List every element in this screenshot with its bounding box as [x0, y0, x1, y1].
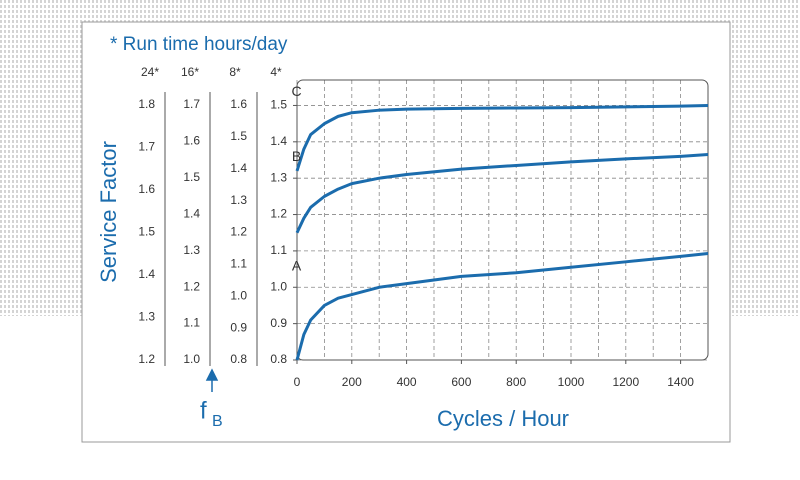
series-label: B: [292, 148, 301, 164]
y-tick-label: 1.7: [138, 140, 155, 154]
y-tick-label: 1.3: [183, 243, 200, 257]
y-tick-label: 0.9: [230, 320, 247, 334]
y-tick-label: 1.6: [138, 182, 155, 196]
y-axis-label: Service Factor: [96, 141, 121, 283]
x-tick-label: 200: [342, 375, 362, 389]
chart-title: * Run time hours/day: [110, 34, 288, 55]
panel: [81, 21, 731, 443]
series-line: [295, 103, 709, 172]
x-tick-label: 600: [451, 375, 471, 389]
y-tick-label: 1.5: [230, 129, 247, 143]
y-tick-label: 1.2: [183, 279, 200, 293]
axis-header: 4*: [270, 65, 282, 79]
x-tick-label: 1000: [558, 375, 585, 389]
y-tick-label: 1.2: [138, 352, 155, 366]
y-tick-label: 1.4: [230, 161, 247, 175]
y-tick-label: 1.4: [270, 134, 287, 148]
series-label: A: [292, 257, 302, 273]
y-tick-label: 0.8: [270, 352, 287, 366]
y-tick-label: 1.4: [138, 267, 155, 281]
x-tick-label: 400: [397, 375, 417, 389]
y-tick-label: 1.1: [183, 316, 200, 330]
y-tick-label: 1.2: [230, 225, 247, 239]
f-subscript: B: [212, 413, 223, 430]
axis-header: 8*: [229, 65, 241, 79]
y-tick-label: 1.5: [138, 225, 155, 239]
y-tick-label: 1.6: [183, 134, 200, 148]
y-tick-label: 1.5: [270, 98, 287, 112]
plot-frame: [296, 79, 709, 361]
y-tick-label: 1.4: [183, 206, 200, 220]
y-tick-label: 1.3: [230, 193, 247, 207]
y-tick-label: 1.0: [183, 352, 200, 366]
f-arrow: [205, 368, 219, 392]
y-tick-label: 1.0: [230, 288, 247, 302]
y-tick-label: 1.6: [230, 97, 247, 111]
y-tick-label: 1.8: [138, 97, 155, 111]
x-tick-label: 1400: [667, 375, 694, 389]
series-line: [295, 153, 709, 234]
y-tick-label: 1.1: [230, 257, 247, 271]
y-tick-label: 0.9: [270, 316, 287, 330]
y-tick-label: 0.8: [230, 352, 247, 366]
y-tick-label: 1.3: [138, 310, 155, 324]
y-tick-label: 1.1: [270, 243, 287, 257]
axis-header: 24*: [141, 65, 159, 79]
axis-header: 16*: [181, 65, 199, 79]
series-line: [295, 251, 709, 361]
y-tick-label: 1.5: [183, 170, 200, 184]
f-label: f: [200, 397, 207, 424]
series-label: C: [292, 83, 302, 99]
y-tick-label: 1.3: [270, 170, 287, 184]
y-tick-label: 1.0: [270, 279, 287, 293]
x-tick-label: 0: [294, 375, 301, 389]
y-tick-label: 1.7: [183, 97, 200, 111]
x-axis-label: Cycles / Hour: [437, 406, 569, 431]
y-tick-label: 1.2: [270, 207, 287, 221]
x-tick-label: 1200: [612, 375, 639, 389]
x-tick-label: 800: [506, 375, 526, 389]
